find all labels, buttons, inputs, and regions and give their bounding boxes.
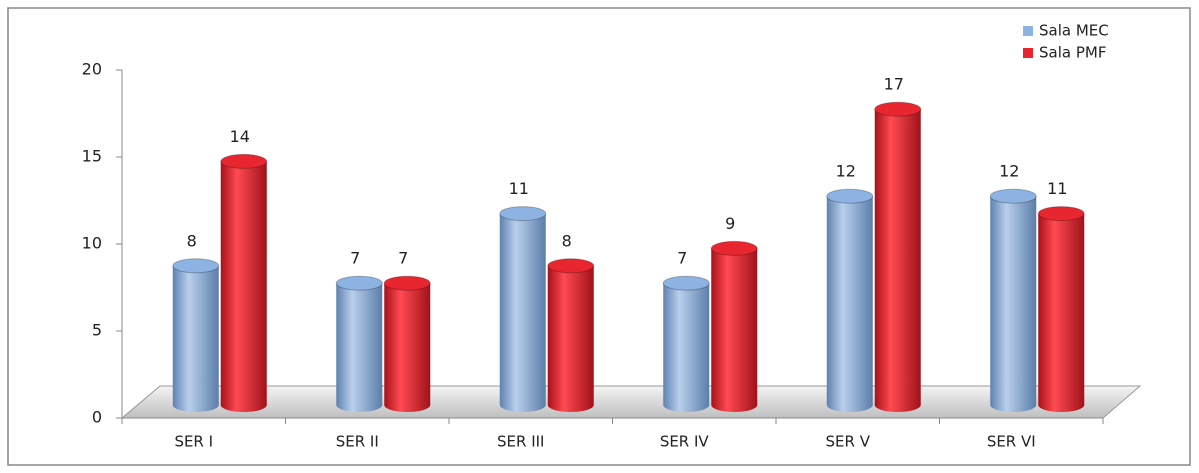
bar: [874, 109, 921, 405]
x-tick-label: SER II: [336, 433, 379, 451]
x-tick-label: SER I: [174, 433, 213, 451]
data-label: 7: [350, 249, 360, 268]
bar: [711, 248, 758, 405]
data-label: 7: [677, 249, 687, 268]
cylinder-top: [220, 153, 268, 169]
data-label: 9: [725, 214, 735, 233]
cylinder-top: [710, 240, 758, 256]
data-label: 14: [230, 127, 250, 146]
x-tick-label: SER IV: [660, 433, 710, 451]
cylinder-top: [826, 188, 874, 204]
floor: [120, 385, 1142, 419]
bar: [663, 283, 710, 405]
data-label: 8: [562, 231, 572, 250]
cylinder-top: [1037, 206, 1085, 222]
data-label: 17: [884, 75, 904, 94]
cylinder-top: [547, 258, 595, 274]
data-label: 8: [187, 231, 197, 250]
bar: [826, 196, 873, 405]
x-tick-label: SER III: [497, 433, 544, 451]
x-tick-label: SER V: [826, 433, 871, 451]
y-tick-label: 5: [92, 321, 102, 340]
data-label: 11: [509, 179, 529, 198]
y-tick-label: 20: [82, 60, 102, 79]
legend-swatch: [1023, 48, 1033, 58]
cylinder-top: [172, 258, 220, 274]
data-label: 7: [398, 249, 408, 268]
bar: [384, 283, 431, 405]
x-tick-label: SER VI: [987, 433, 1036, 451]
bar: [336, 283, 383, 405]
data-label: 11: [1047, 179, 1067, 198]
bar: [1038, 213, 1085, 405]
bar: [172, 265, 219, 405]
bar: [220, 161, 267, 405]
cylinder-top: [989, 188, 1037, 204]
cylinder-top: [335, 275, 383, 291]
y-tick-label: 10: [82, 234, 102, 253]
bar: [547, 265, 594, 405]
cylinder-top: [662, 275, 710, 291]
chart-frame: [7, 7, 1191, 466]
data-label: 12: [999, 162, 1019, 181]
y-tick-label: 15: [82, 147, 102, 166]
cylinder-top: [383, 275, 431, 291]
legend-label: Sala MEC: [1039, 22, 1109, 40]
y-tick-label: 0: [92, 408, 102, 427]
legend-label: Sala PMF: [1039, 44, 1106, 62]
legend-swatch: [1023, 26, 1033, 36]
cylinder-top: [499, 206, 547, 222]
bar: [499, 213, 546, 405]
data-label: 12: [836, 162, 856, 181]
bar: [990, 196, 1037, 405]
cylinder-top: [874, 101, 922, 117]
